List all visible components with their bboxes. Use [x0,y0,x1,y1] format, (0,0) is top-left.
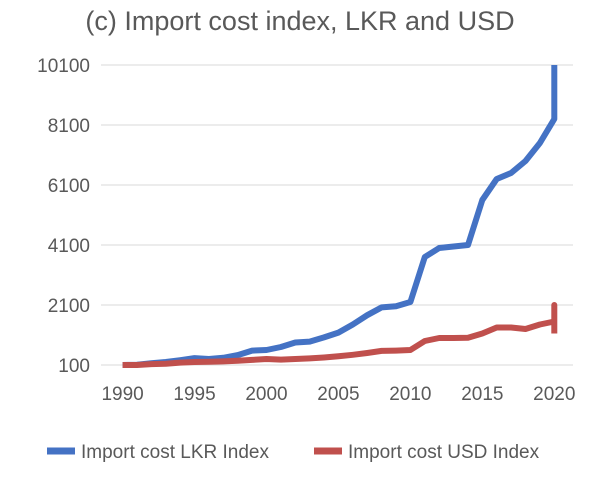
series-line-usd [122,302,558,368]
x-tick-label: 2000 [245,384,287,405]
x-tick-label: 2020 [533,384,575,405]
series-lines [122,65,558,368]
y-tick-label: 2100 [48,296,90,317]
y-axis-tick-labels: 100 2100 4100 6100 8100 10100 [37,56,90,377]
legend: Import cost LKR Index Import cost USD In… [47,442,540,463]
legend-label-lkr: Import cost LKR Index [81,442,269,463]
series-line-lkr [122,65,558,368]
y-tick-label: 6100 [48,176,90,197]
x-tick-label: 2015 [461,384,503,405]
x-tick-label: 1990 [101,384,143,405]
y-tick-label: 8100 [48,116,90,137]
legend-label-usd: Import cost USD Index [348,442,540,463]
x-tick-label: 1995 [173,384,215,405]
x-tick-label: 2010 [389,384,431,405]
chart-title: (c) Import cost index, LKR and USD [85,6,514,36]
y-tick-label: 10100 [37,56,90,77]
x-axis-tick-labels: 1990 1995 2000 2005 2010 2015 2020 [101,384,575,405]
gridlines [101,64,573,366]
y-tick-label: 4100 [48,236,90,257]
x-tick-label: 2005 [317,384,359,405]
y-tick-label: 100 [58,356,90,377]
